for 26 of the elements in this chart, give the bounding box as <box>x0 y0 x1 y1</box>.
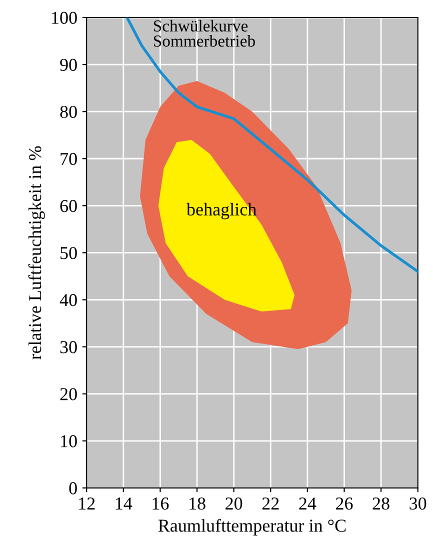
line-series <box>126 18 418 273</box>
y-tick-label: 40 <box>60 294 77 306</box>
y-tick-label: 0 <box>69 482 77 494</box>
y-tick-label: 70 <box>60 152 77 166</box>
y-tick-label: 80 <box>60 106 77 118</box>
x-tick-label: 22 <box>262 498 279 510</box>
x-tick-label: 18 <box>190 497 206 510</box>
y-tick-label: 10 <box>61 435 77 448</box>
x-tick-label: 12 <box>79 498 95 510</box>
y-tick-label: 90 <box>60 58 77 71</box>
series-label: behaglich <box>186 202 256 220</box>
y-axis-title: relative Luftfeuchtigkeit in % <box>28 146 45 360</box>
x-tick-label: 26 <box>336 498 353 510</box>
x-tick-label: 16 <box>152 498 169 510</box>
y-tick-label: 30 <box>60 341 77 354</box>
x-tick-label: 30 <box>410 497 426 510</box>
x-tick-label: 20 <box>226 497 242 510</box>
y-tick-label: 20 <box>60 388 77 400</box>
series-label: Schwülekurve Sommerbetrieb <box>154 20 255 47</box>
y-tick-label: 60 <box>60 200 77 212</box>
y-tick-label: 100 <box>52 12 77 24</box>
x-axis-title: Raumlufttemperatur in °C <box>158 518 346 536</box>
y-tick-label: 50 <box>60 246 77 260</box>
x-tick-label: 14 <box>116 498 132 510</box>
x-tick-label: 28 <box>372 497 390 510</box>
x-tick-label: 24 <box>299 498 316 510</box>
